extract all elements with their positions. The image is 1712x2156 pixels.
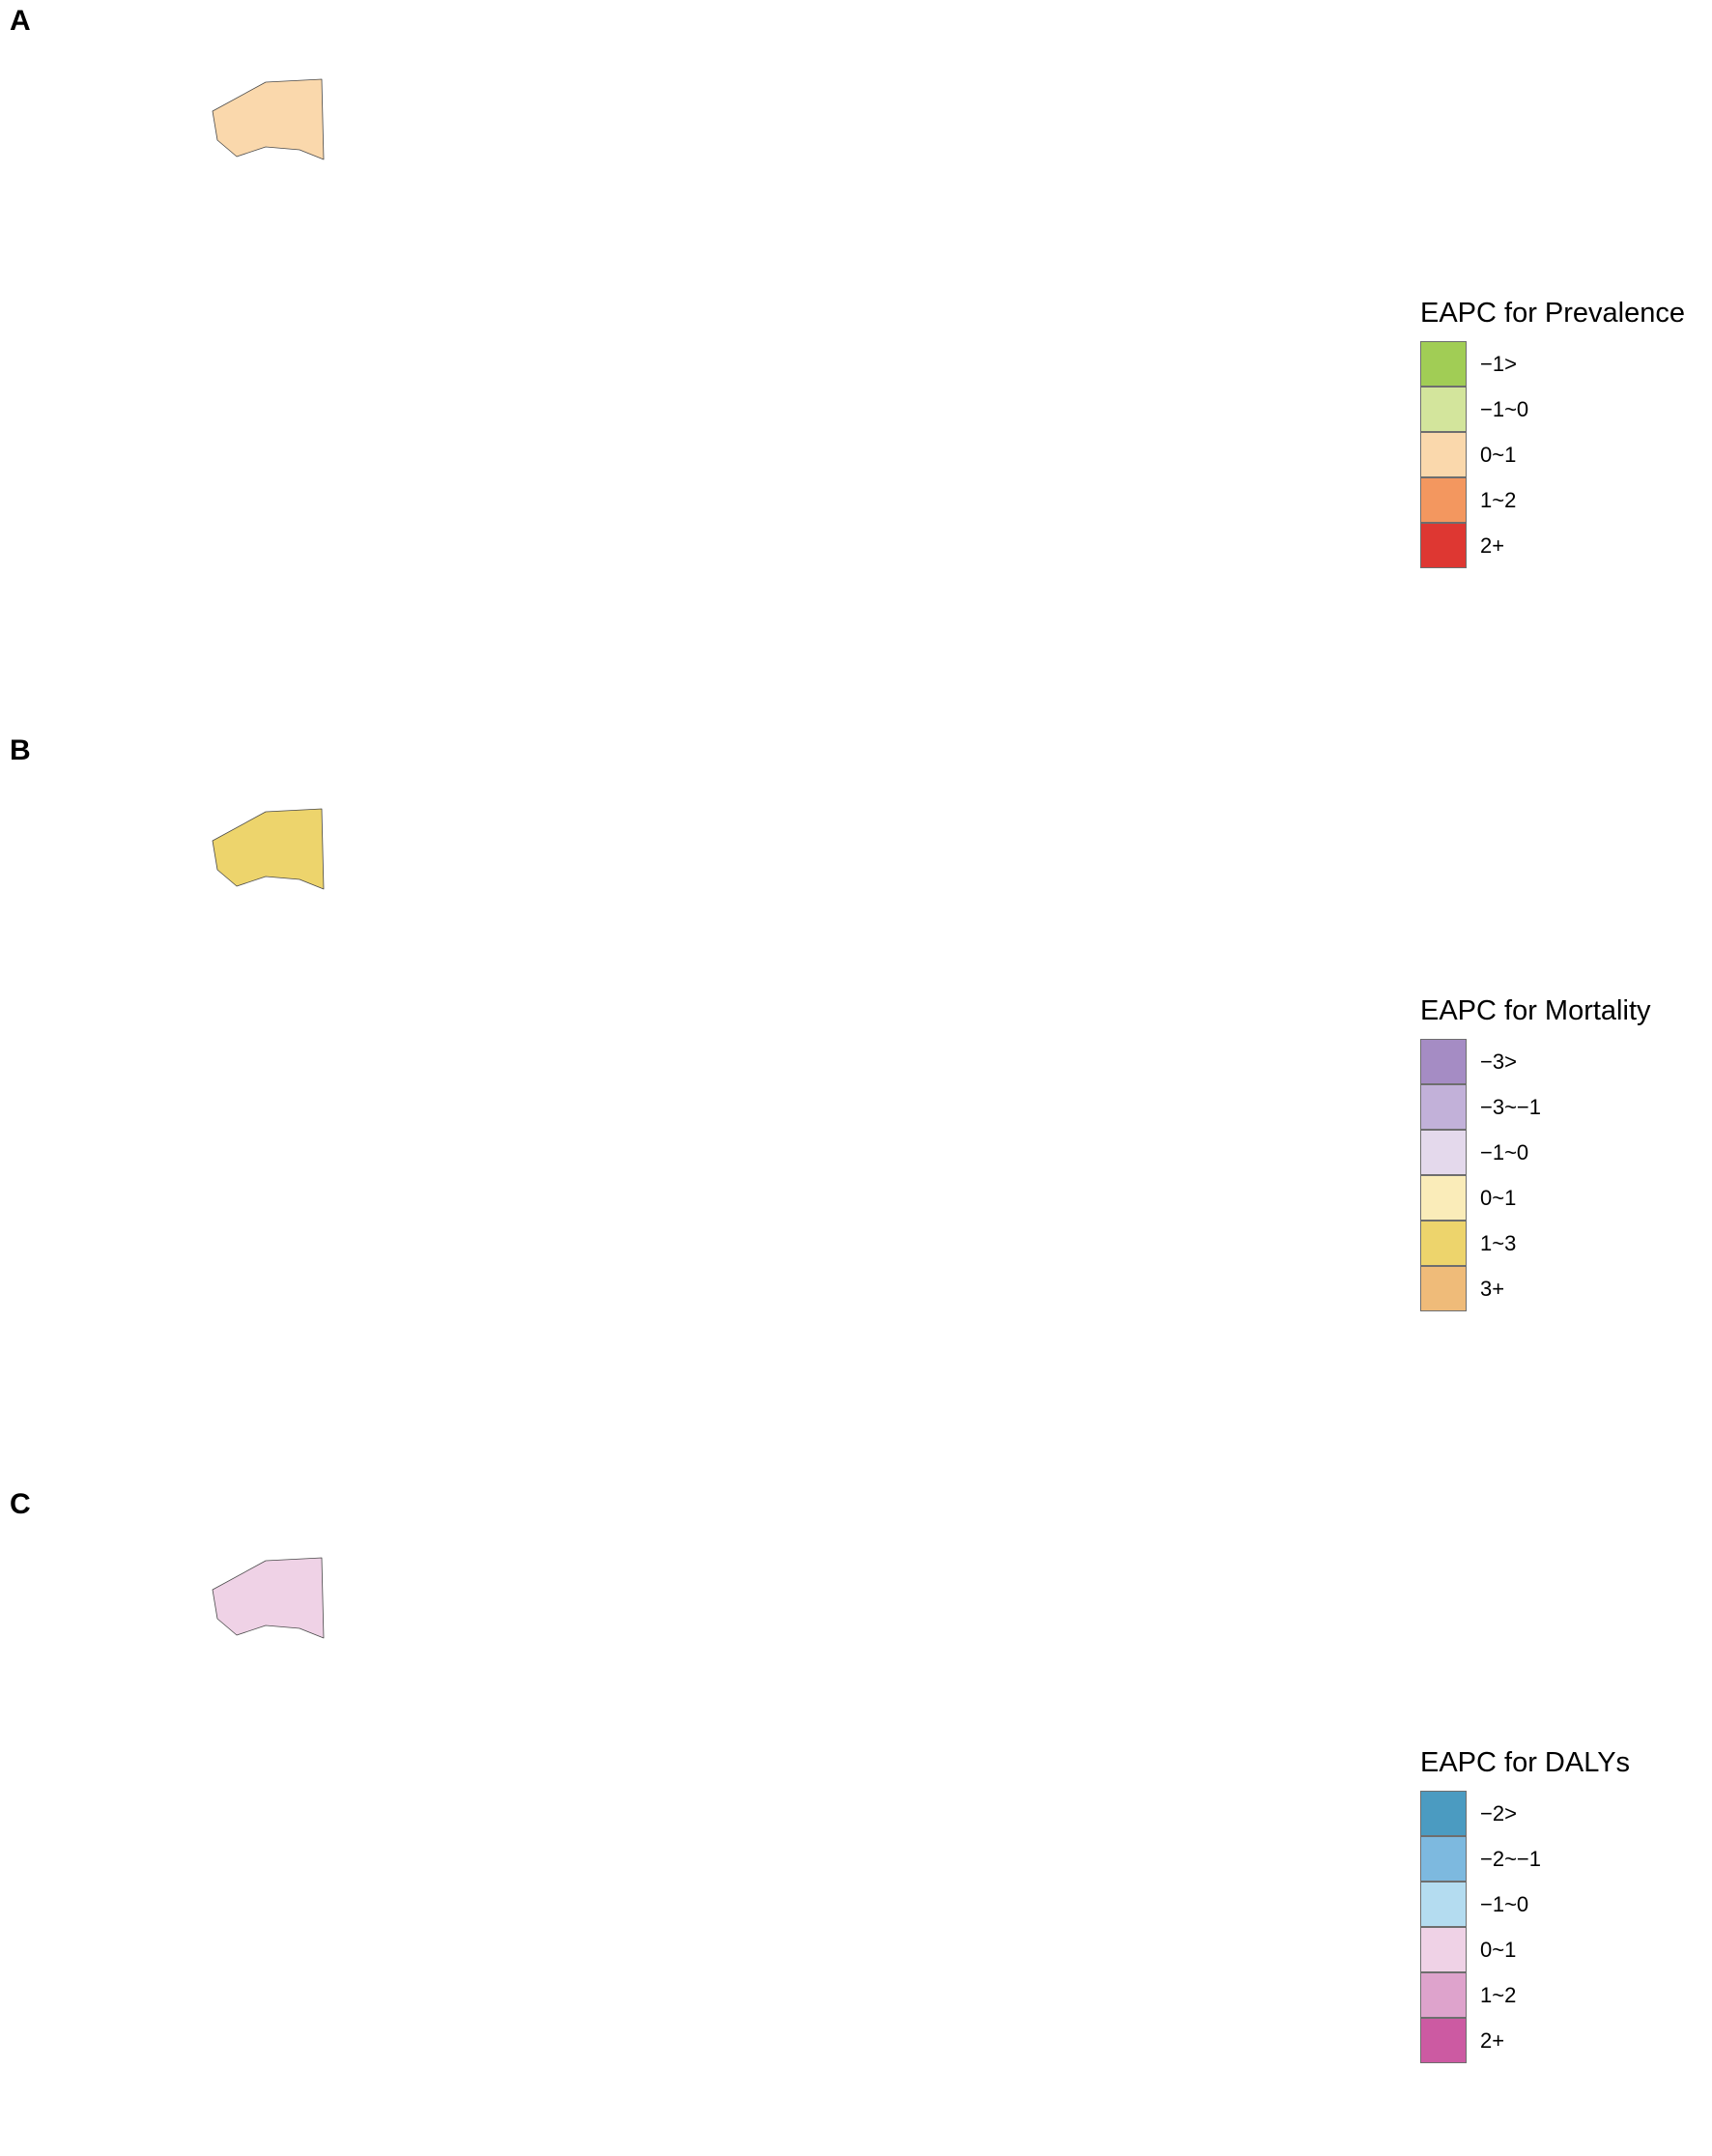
legend-item: 3+	[1420, 1266, 1651, 1311]
legend-swatch	[1420, 432, 1467, 477]
legend-title: EAPC for DALYs	[1420, 1747, 1631, 1778]
legend-label: −2~−1	[1480, 1846, 1542, 1871]
region-alaska	[212, 808, 325, 890]
legend-item: −1~0	[1420, 387, 1685, 432]
legend-swatch	[1420, 341, 1467, 387]
panel-b: B	[0, 734, 1712, 1411]
legend-label: 3+	[1480, 1276, 1505, 1301]
legend-swatch	[1420, 1791, 1467, 1836]
legend-swatch	[1420, 1972, 1467, 2018]
panel-label-a: A	[10, 5, 31, 37]
world-map-mortality	[212, 808, 325, 890]
legend-item: −3~−1	[1420, 1084, 1651, 1130]
map-land	[212, 78, 325, 160]
legend-label: 2+	[1480, 532, 1505, 558]
legend-item: −1>	[1420, 341, 1685, 387]
panel-c: C	[0, 1488, 1712, 2155]
legend-item: −1~0	[1420, 1130, 1651, 1175]
region-alaska	[212, 1557, 325, 1639]
legend-label: −3>	[1480, 1049, 1517, 1074]
legend-swatch	[1420, 1084, 1467, 1130]
legend-swatch	[1420, 387, 1467, 432]
world-map-prevalence	[212, 78, 325, 160]
legend-swatch	[1420, 1882, 1467, 1927]
world-map-dalys	[212, 1557, 325, 1639]
legend-item: 2+	[1420, 2018, 1630, 2063]
legend-item: −2~−1	[1420, 1836, 1630, 1882]
legend-item: −3>	[1420, 1039, 1651, 1084]
map-land	[212, 808, 325, 890]
map-land	[212, 1557, 325, 1639]
legend-label: −2>	[1480, 1800, 1517, 1825]
legend-swatch	[1420, 2018, 1467, 2063]
legend-label: 1~2	[1480, 487, 1517, 512]
legend-swatch	[1420, 1130, 1467, 1175]
legend-item: 1~2	[1420, 1972, 1630, 2018]
legend-item: 0~1	[1420, 1175, 1651, 1221]
panel-label-b: B	[10, 734, 31, 766]
legend-swatch	[1420, 1927, 1467, 1972]
legend-label: −3~−1	[1480, 1094, 1542, 1119]
legend-swatch	[1420, 1266, 1467, 1311]
legend-prevalence: EAPC for Prevalence −1> −1~0 0~1 1~2 2+	[1420, 298, 1685, 568]
legend-item: 1~2	[1420, 477, 1685, 523]
legend-title: EAPC for Prevalence	[1420, 298, 1686, 329]
legend-swatch	[1420, 1836, 1467, 1882]
legend-label: 2+	[1480, 2027, 1505, 2053]
legend-label: 0~1	[1480, 442, 1517, 467]
legend-item: 2+	[1420, 523, 1685, 568]
legend-label: 1~3	[1480, 1230, 1517, 1255]
legend-swatch	[1420, 1221, 1467, 1266]
legend-item: −2>	[1420, 1791, 1630, 1836]
panel-a: A	[0, 0, 1712, 676]
legend-swatch	[1420, 523, 1467, 568]
legend-swatch	[1420, 477, 1467, 523]
legend-item: 1~3	[1420, 1221, 1651, 1266]
legend-label: −1~0	[1480, 1891, 1529, 1916]
legend-label: 0~1	[1480, 1185, 1517, 1210]
legend-swatch	[1420, 1175, 1467, 1221]
legend-item: 0~1	[1420, 1927, 1630, 1972]
region-alaska	[212, 78, 325, 160]
legend-label: 1~2	[1480, 1982, 1517, 2007]
legend-title: EAPC for Mortality	[1420, 995, 1651, 1026]
legend-item: −1~0	[1420, 1882, 1630, 1927]
legend-dalys: EAPC for DALYs −2> −2~−1 −1~0 0~1 1~2 2+	[1420, 1747, 1630, 2063]
legend-label: −1~0	[1480, 1139, 1529, 1164]
legend-label: 0~1	[1480, 1937, 1517, 1962]
legend-swatch	[1420, 1039, 1467, 1084]
legend-item: 0~1	[1420, 432, 1685, 477]
legend-mortality: EAPC for Mortality −3> −3~−1 −1~0 0~1 1~3 3+	[1420, 995, 1651, 1311]
panel-label-c: C	[10, 1488, 31, 1520]
legend-label: −1>	[1480, 351, 1517, 376]
legend-label: −1~0	[1480, 396, 1529, 421]
